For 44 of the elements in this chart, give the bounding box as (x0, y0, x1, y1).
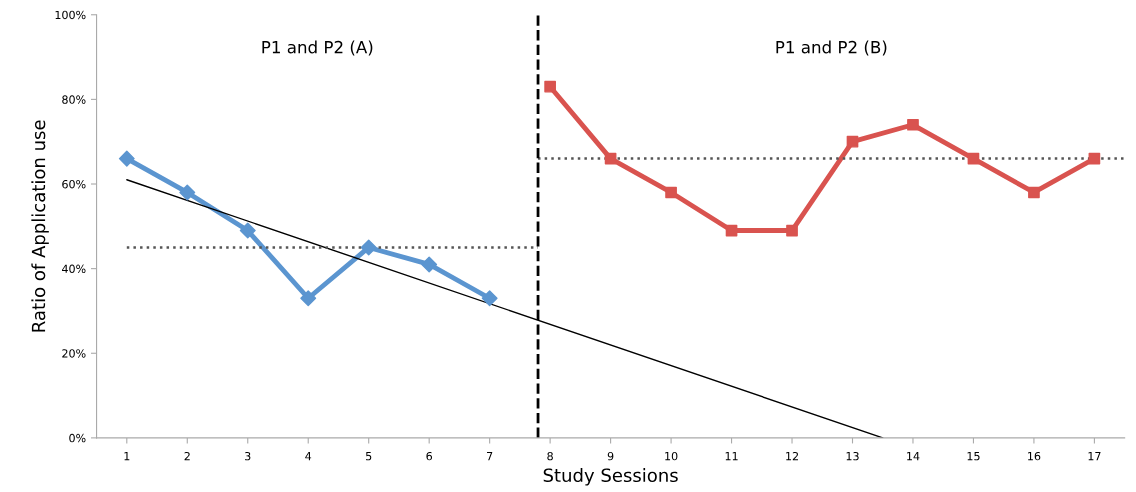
x-tick-label: 11 (725, 452, 738, 461)
x-tick-label: 8 (547, 451, 553, 461)
x-tick-label: 7 (487, 452, 493, 461)
y-axis-title: Ratio of Application use (31, 120, 49, 332)
point (239, 222, 256, 239)
x-tick-label: 15 (967, 452, 980, 461)
point (360, 239, 377, 256)
point (846, 135, 859, 148)
y-tick-label: 20% (62, 349, 86, 358)
point (786, 224, 798, 237)
point (544, 80, 556, 93)
point (604, 152, 617, 165)
x-tick-label: 4 (305, 452, 312, 461)
y-tick-label: 0% (69, 433, 86, 443)
annotation: P1 and P2 (B) (776, 40, 887, 56)
x-tick-label: 17 (1088, 452, 1101, 461)
x-tick-label: 16 (1028, 451, 1041, 461)
x-tick-label: 6 (426, 451, 433, 461)
point (967, 152, 980, 165)
y-tick-label: 80% (62, 95, 86, 104)
x-tick-label: 9 (607, 451, 614, 461)
point (1028, 186, 1040, 199)
point (421, 256, 438, 273)
point (118, 150, 135, 167)
annotation: P1 and P2 (A) (262, 40, 373, 56)
x-tick-label: 2 (184, 451, 190, 461)
point (725, 224, 738, 237)
point (907, 118, 919, 131)
point (665, 186, 677, 199)
x-tick-label: 13 (846, 451, 859, 461)
point (300, 290, 317, 307)
y-tick-label: 100% (55, 10, 86, 20)
x-axis-title: Study Sessions (543, 468, 678, 486)
point (1088, 152, 1101, 165)
x-tick-label: 1 (124, 452, 130, 461)
y-tick-label: 60% (62, 179, 86, 189)
x-tick-label: 12 (786, 451, 798, 461)
x-tick-label: 14 (907, 452, 920, 461)
point (481, 290, 498, 307)
x-tick-label: 5 (366, 452, 372, 461)
y-tick-label: 40% (61, 264, 86, 274)
x-tick-label: 10 (665, 451, 678, 461)
x-tick-label: 3 (245, 451, 251, 461)
point (179, 184, 196, 201)
